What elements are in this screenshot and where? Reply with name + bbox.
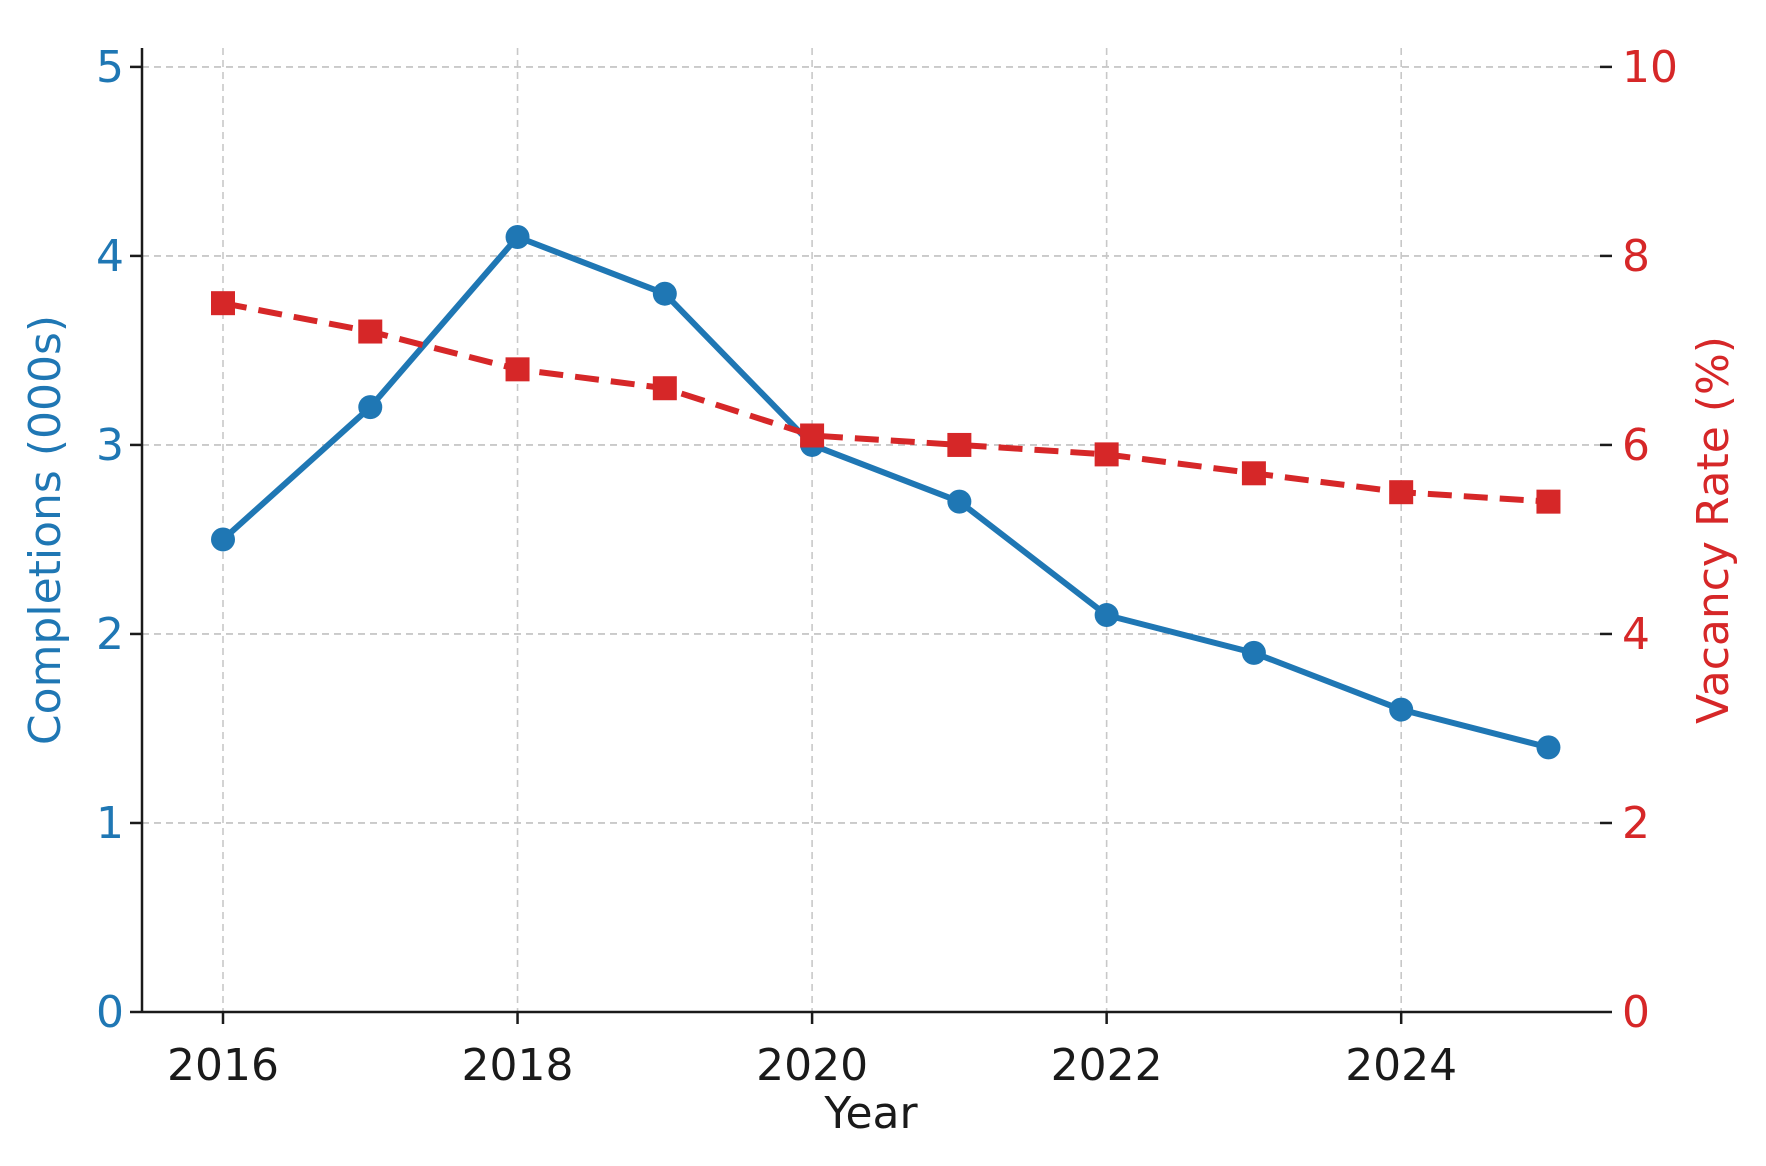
completions-point-2017	[358, 395, 383, 420]
completions-point-2021	[947, 489, 972, 514]
x-axis-title: Year	[823, 1088, 918, 1139]
vacancy-point-2019	[652, 376, 677, 401]
y-left-tick-label-2: 2	[96, 609, 124, 660]
y-right-tick-label-6: 6	[1622, 420, 1650, 471]
vacancy-point-2021	[947, 432, 972, 457]
vacancy-point-2018	[505, 357, 530, 382]
y-left-tick-label-1: 1	[96, 798, 124, 849]
vacancy-point-2016	[211, 291, 235, 316]
completions-point-2024	[1389, 697, 1414, 722]
y-right-tick-label-8: 8	[1622, 231, 1650, 282]
vacancy-point-2022	[1094, 442, 1119, 467]
x-tick-label-2016: 2016	[167, 1040, 279, 1091]
y-right-axis-title: Vacancy Rate (%)	[1688, 336, 1739, 724]
y-left-tick-label-3: 3	[96, 420, 124, 471]
vacancy-point-2025	[1536, 489, 1561, 514]
grid	[142, 48, 1600, 1013]
axes	[130, 48, 1612, 1024]
series-line-completions	[220, 234, 1550, 751]
vacancy-point-2023	[1241, 461, 1266, 486]
y-right-tick-label-0: 0	[1622, 987, 1650, 1038]
completions-point-2016	[211, 527, 235, 552]
vacancy-point-2020	[800, 423, 825, 448]
completions-point-2018	[505, 225, 530, 250]
y-left-tick-label-4: 4	[96, 231, 124, 282]
x-tick-label-2020: 2020	[756, 1040, 868, 1091]
y-right-tick-label-4: 4	[1622, 609, 1650, 660]
vacancy-point-2017	[358, 319, 383, 344]
completions-point-2023	[1241, 640, 1266, 665]
y-right-tick-label-2: 2	[1622, 798, 1650, 849]
x-tick-label-2018: 2018	[462, 1040, 574, 1091]
completions-point-2022	[1094, 603, 1119, 628]
completions-point-2019	[652, 281, 677, 306]
y-left-axis-title: Completions (000s)	[20, 315, 71, 745]
vacancy-point-2024	[1389, 480, 1414, 505]
x-tick-label-2024: 2024	[1345, 1040, 1457, 1091]
series	[211, 225, 1561, 760]
y-left-tick-label-0: 0	[96, 987, 124, 1038]
y-right-tick-label-10: 10	[1622, 42, 1678, 93]
y-left-tick-label-5: 5	[96, 42, 124, 93]
labels: 2016 2018 2020 2022 2024 0 1 2 3 4 5 0 2 4 6 8 10 Year Com…	[20, 42, 1739, 1139]
series-line-vacancy-rate	[222, 300, 1549, 505]
x-tick-label-2022: 2022	[1051, 1040, 1163, 1091]
completions-point-2025	[1536, 735, 1561, 760]
